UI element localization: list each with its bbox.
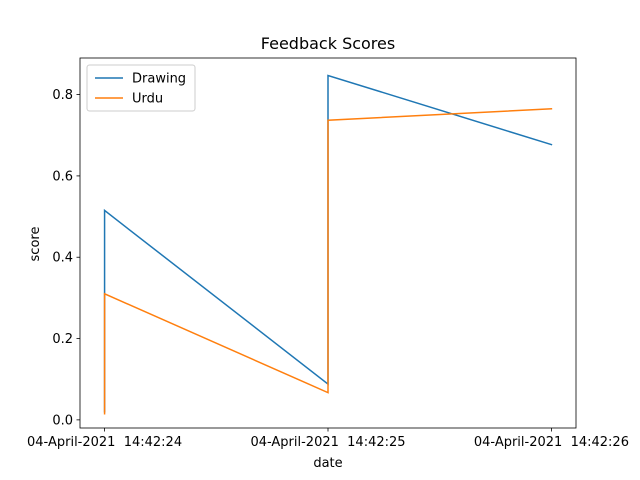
x-tick-label: 04-April-2021 14:42:25: [250, 435, 405, 450]
x-tick-label: 04-April-2021 14:42:24: [27, 435, 182, 450]
chart-title: Feedback Scores: [261, 34, 395, 53]
legend-label-drawing: Drawing: [132, 72, 186, 87]
series-line-urdu: [103, 108, 553, 415]
axes: 0.0 0.2 0.4 0.6 0.8 04-April-2021 14:42:24 04-…: [27, 57, 629, 450]
y-tick-label: 0.2: [52, 332, 73, 347]
y-tick-label: 0.8: [52, 88, 73, 103]
legend-label-urdu: Urdu: [132, 92, 163, 107]
x-axis-label: date: [313, 456, 342, 471]
y-axis-label: score: [28, 227, 43, 262]
legend-box: [86, 64, 196, 112]
series-lines: [103, 74, 553, 415]
y-tick-label: 0.6: [52, 169, 73, 184]
x-tick-label: 04-April-2021 14:42:26: [474, 435, 629, 450]
y-tick-label: 0.4: [52, 251, 73, 266]
legend: Drawing Urdu: [86, 64, 196, 112]
y-tick-label: 0.0: [52, 413, 73, 428]
